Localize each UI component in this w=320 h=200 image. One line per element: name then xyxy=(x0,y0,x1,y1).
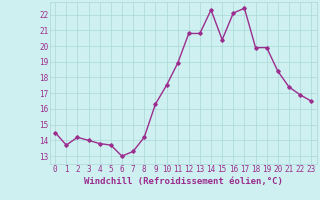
X-axis label: Windchill (Refroidissement éolien,°C): Windchill (Refroidissement éolien,°C) xyxy=(84,177,283,186)
